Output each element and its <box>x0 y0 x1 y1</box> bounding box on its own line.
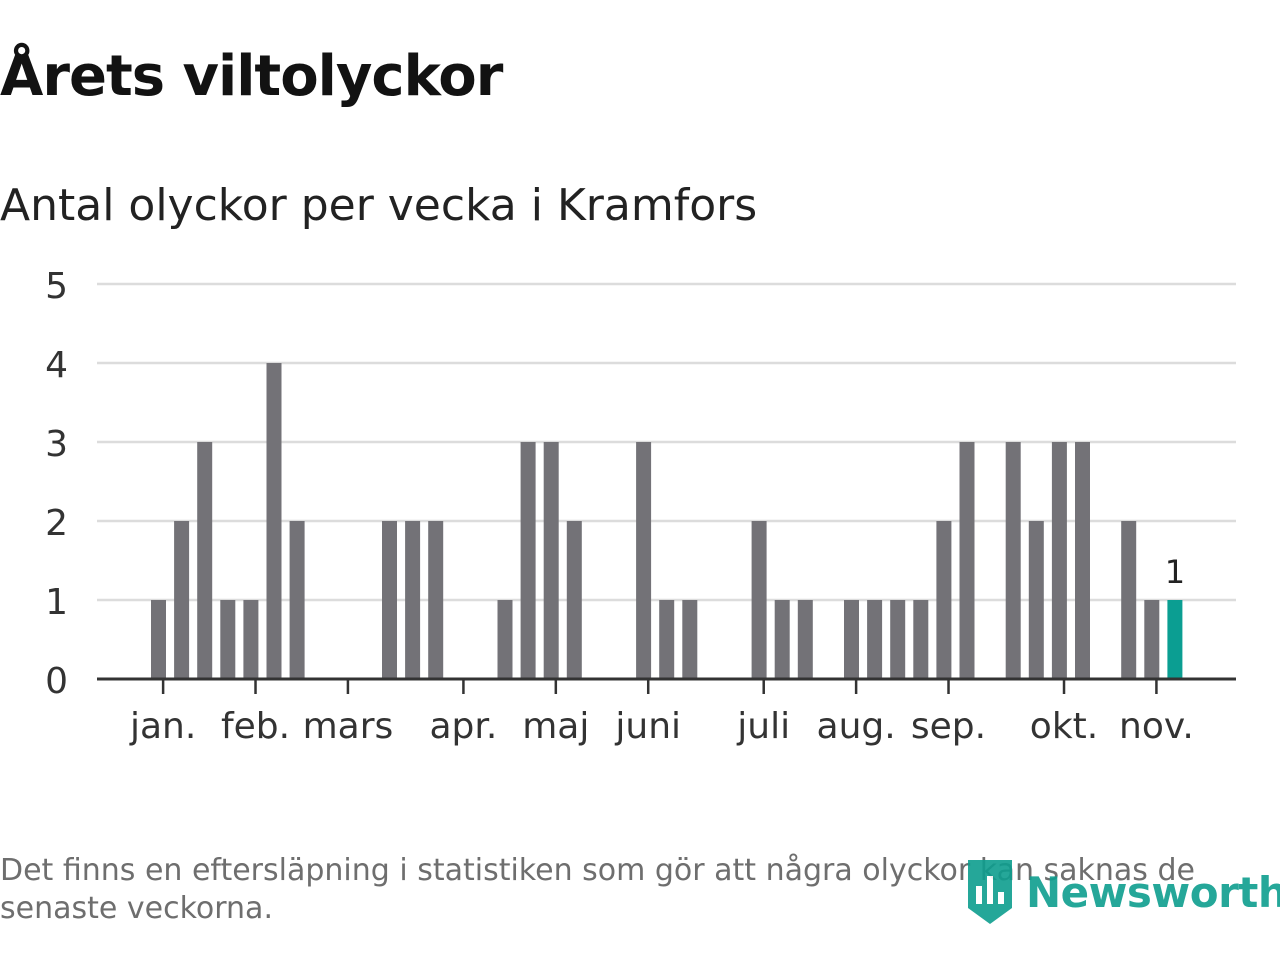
x-tick-label: sep. <box>911 706 986 747</box>
x-tick-label: feb. <box>221 706 290 747</box>
brand-name: Newsworthy <box>1026 867 1280 917</box>
bar <box>1144 600 1160 679</box>
x-tick-label: juni <box>614 706 681 747</box>
bar <box>197 442 213 679</box>
y-tick-label: 2 <box>45 503 68 544</box>
data-labels: 1 <box>1165 553 1185 591</box>
bar <box>1028 521 1044 679</box>
x-tick-label: aug. <box>817 706 896 747</box>
bar-highlight <box>1167 600 1183 679</box>
bar <box>959 442 975 679</box>
bar <box>266 363 282 679</box>
bar <box>890 600 906 679</box>
bar <box>1005 442 1021 679</box>
y-tick-label: 3 <box>45 424 68 465</box>
bar <box>913 600 929 679</box>
bar <box>243 600 259 679</box>
y-tick-label: 0 <box>45 661 68 702</box>
y-tick-label: 5 <box>45 266 68 307</box>
bar <box>1051 442 1067 679</box>
bar <box>428 521 444 679</box>
chart-subtitle: Antal olyckor per vecka i Kramfors <box>0 180 758 231</box>
x-axis: jan. feb. mars apr. maj juni juli aug. sep. okt. n… <box>97 677 1236 747</box>
bar <box>566 521 582 679</box>
newsworthy-logo-icon <box>968 860 1012 924</box>
y-tick-label: 4 <box>45 345 68 386</box>
data-label: 1 <box>1165 553 1185 591</box>
bar <box>1121 521 1137 679</box>
bar <box>774 600 790 679</box>
x-tick-label: apr. <box>429 706 497 747</box>
brand-logo: Newsworthy <box>964 856 1280 928</box>
bar <box>174 521 190 679</box>
bar <box>936 521 952 679</box>
y-tick-label: 1 <box>45 582 68 623</box>
bar <box>659 600 675 679</box>
bar <box>289 521 305 679</box>
bar <box>751 521 767 679</box>
x-tick-label: nov. <box>1119 706 1194 747</box>
bar <box>220 600 236 679</box>
bar <box>405 521 421 679</box>
x-tick-label: maj <box>522 706 589 747</box>
bar <box>682 600 698 679</box>
bar <box>497 600 513 679</box>
bars <box>151 363 1183 679</box>
page-title: Årets viltolyckor <box>0 44 503 109</box>
bar <box>1075 442 1090 679</box>
bar <box>797 600 813 679</box>
y-axis-ticks: 0 1 2 3 4 5 <box>45 266 68 702</box>
bar <box>844 600 859 679</box>
x-tick-label: juli <box>736 706 790 747</box>
x-tick-label: mars <box>303 706 394 747</box>
bar <box>636 442 652 679</box>
bar-chart: 0 1 2 3 4 5 jan. feb. mars apr. maj juni juli aug. se… <box>45 266 1236 747</box>
bar <box>520 442 536 679</box>
bar <box>867 600 883 679</box>
bar <box>382 521 397 679</box>
bar <box>543 442 559 679</box>
bar <box>151 600 166 679</box>
x-tick-label: jan. <box>129 706 196 747</box>
x-tick-label: okt. <box>1030 706 1098 747</box>
